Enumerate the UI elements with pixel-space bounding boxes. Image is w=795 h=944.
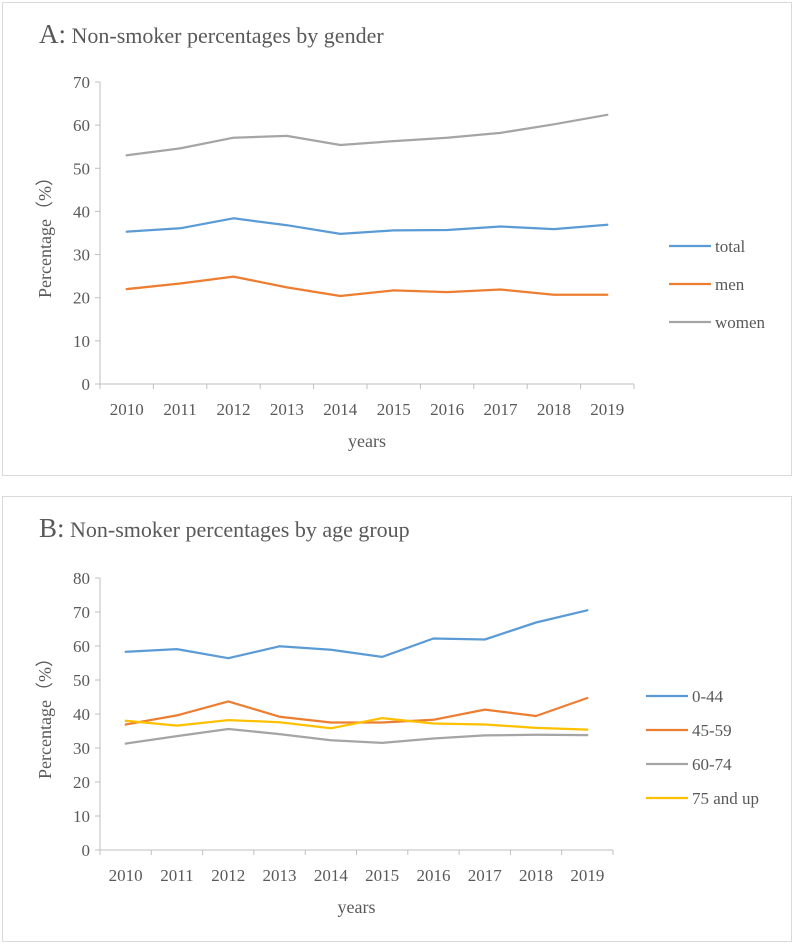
- legend-label: total: [715, 237, 745, 256]
- x-tick-label: 2012: [217, 400, 251, 419]
- legend-label: women: [715, 313, 766, 332]
- y-tick-label: 70: [73, 603, 90, 622]
- y-tick-label: 30: [73, 739, 90, 758]
- chart-title: A: Non-smoker percentages by gender: [39, 19, 384, 50]
- x-tick-label: 2010: [109, 866, 143, 885]
- y-tick-label: 0: [82, 841, 91, 860]
- y-tick-label: 50: [73, 671, 90, 690]
- y-axis-title: Percentage（%）: [35, 649, 55, 779]
- x-tick-label: 2013: [270, 400, 304, 419]
- y-tick-label: 80: [73, 569, 90, 588]
- series-line-total: [125, 217, 609, 236]
- y-tick-label: 10: [73, 332, 90, 351]
- chart-panel-age: B: Non-smoker percentages by age group 0…: [2, 496, 792, 942]
- x-tick-label: 2010: [110, 400, 144, 419]
- chart-panel-gender: A: Non-smoker percentages by gender 0 10 2…: [2, 2, 792, 476]
- x-tick-label: 2015: [365, 866, 399, 885]
- legend-label: 0-44: [692, 687, 724, 706]
- chart-svg-age: 0 10 20 30 40 50 60 70 80 2010 2011 2012 2013 2014 201…: [35, 569, 759, 917]
- y-tick-label: 60: [73, 637, 90, 656]
- panel-letter: B:: [39, 513, 65, 543]
- series-line-0-44: [124, 609, 589, 660]
- series-line-60-74: [124, 727, 589, 745]
- x-tick-label: 2012: [211, 866, 245, 885]
- legend-label: 45-59: [692, 721, 732, 740]
- chart-title-text: Non-smoker percentages by age group: [70, 517, 410, 542]
- x-tick-label: 2011: [163, 400, 196, 419]
- y-tick-label: 50: [73, 159, 90, 178]
- x-tick-label: 2014: [314, 866, 349, 885]
- series-line-75-and-up: [124, 716, 589, 731]
- x-tick-label: 2016: [430, 400, 464, 419]
- x-tick-label: 2018: [537, 400, 571, 419]
- series-line-men: [125, 275, 609, 298]
- legend-label: 75 and up: [692, 789, 759, 808]
- y-tick-label: 30: [73, 246, 90, 265]
- x-tick-label: 2016: [416, 866, 450, 885]
- series-line-45-59: [124, 696, 589, 726]
- x-tick-label: 2019: [570, 866, 604, 885]
- y-tick-label: 0: [82, 375, 91, 394]
- x-axis-title: years: [338, 897, 376, 917]
- y-axis-title: Percentage（%）: [35, 168, 55, 298]
- x-tick-label: 2015: [377, 400, 411, 419]
- y-tick-label: 10: [73, 807, 90, 826]
- x-tick-label: 2019: [590, 400, 624, 419]
- y-tick-label: 40: [73, 705, 90, 724]
- y-tick-label: 40: [73, 202, 90, 221]
- x-tick-label: 2017: [468, 866, 503, 885]
- x-tick-label: 2018: [519, 866, 553, 885]
- chart-svg-gender: 0 10 20 30 40 50 60 70 2010 2011 2012 2013 2014 2015 2…: [35, 73, 766, 451]
- x-tick-label: 2013: [263, 866, 297, 885]
- y-tick-label: 20: [73, 289, 90, 308]
- panel-letter: A:: [39, 19, 66, 49]
- y-tick-label: 70: [73, 73, 90, 92]
- x-tick-label: 2017: [484, 400, 519, 419]
- x-axis-title: years: [348, 431, 386, 451]
- x-tick-label: 2011: [160, 866, 193, 885]
- legend-label: men: [715, 275, 745, 294]
- chart-title-text: Non-smoker percentages by gender: [71, 23, 384, 48]
- series-line-women: [125, 113, 609, 157]
- x-tick-label: 2014: [323, 400, 358, 419]
- chart-title: B: Non-smoker percentages by age group: [39, 513, 410, 544]
- y-tick-label: 20: [73, 773, 90, 792]
- y-tick-label: 60: [73, 116, 90, 135]
- legend-label: 60-74: [692, 755, 732, 774]
